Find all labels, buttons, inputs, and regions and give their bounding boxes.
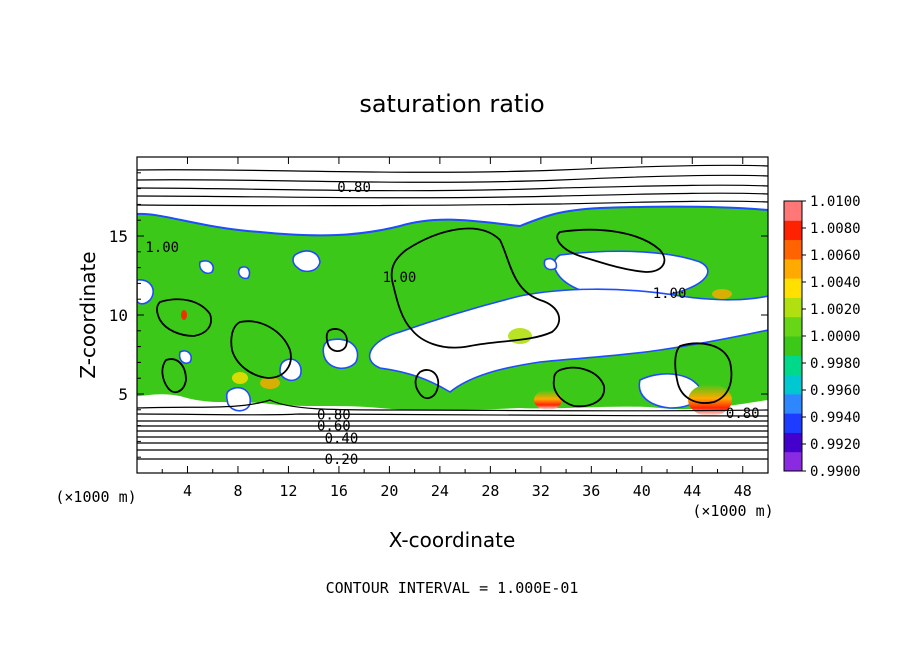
colorbar-swatch: [784, 374, 802, 395]
colorbar-swatch: [784, 393, 802, 414]
contour-interval-note: CONTOUR INTERVAL = 1.000E-01: [326, 579, 579, 597]
colorbar-label: 0.9960: [810, 383, 861, 399]
colorbar-swatch: [784, 432, 802, 453]
x-tick-label: 24: [431, 482, 449, 500]
x-axis-label: X-coordinate: [389, 528, 516, 552]
unity-contours: [156, 227, 733, 408]
z-axis-unit: (×1000 m): [692, 502, 773, 520]
colorbar-swatch: [784, 201, 802, 221]
contour-label: 0.80: [337, 180, 371, 196]
colorbar-label: 1.0040: [810, 275, 861, 291]
colorbar-label: 1.0060: [810, 248, 861, 264]
colorbar-swatch: [784, 258, 802, 279]
colorbar-label: 0.9940: [810, 410, 861, 426]
x-tick-label: 48: [734, 482, 752, 500]
y-axis-label: Z-coordinate: [76, 251, 100, 378]
contour-label: 1.00: [145, 240, 179, 256]
colorbar-swatch: [784, 336, 802, 356]
contour-label: 1.00: [383, 270, 417, 286]
colorbar-label: 0.9920: [810, 437, 861, 453]
x-tick-label: 4: [183, 482, 192, 500]
colorbar: 1.0100 1.0080 1.0060 1.0040 1.0020 1.0000 0.99…: [783, 194, 861, 480]
x-tick-label: 36: [582, 482, 600, 500]
y-axis-ticks: 5 10 15: [109, 172, 768, 458]
x-tick-label: 12: [279, 482, 297, 500]
upper-contours: [137, 164, 768, 207]
y-tick-label: 10: [109, 306, 128, 325]
colorbar-label: 0.9980: [810, 356, 861, 372]
x-tick-label: 16: [330, 482, 348, 500]
contour-label: 0.80: [726, 406, 760, 422]
x-tick-label: 44: [683, 482, 701, 500]
colorbar-swatch: [784, 278, 802, 298]
y-tick-label: 5: [118, 385, 128, 404]
colorbar-swatch: [784, 451, 802, 472]
colorbar-swatch: [784, 316, 802, 337]
plot-area: [137, 157, 768, 473]
contour-label: 0.60: [317, 419, 351, 435]
y-tick-label: 15: [109, 227, 128, 246]
colorbar-swatch: [784, 220, 802, 241]
contour-labels: 0.801.001.001.000.800.600.400.200.80: [145, 180, 760, 468]
lower-contours: [137, 399, 768, 460]
x-tick-label: 32: [532, 482, 550, 500]
x-tick-label: 8: [233, 482, 242, 500]
colorbar-label: 1.0020: [810, 302, 861, 318]
x-axis-unit: (×1000 m): [55, 488, 136, 506]
colorbar-swatch: [784, 413, 802, 433]
x-tick-label: 40: [633, 482, 651, 500]
x-axis-ticks: 4 8 12 16 20 24 28 32 36 40 44 48: [161, 157, 752, 500]
colorbar-swatch: [784, 297, 802, 318]
dry-regions: [137, 250, 768, 412]
contour-label: 0.40: [325, 431, 359, 447]
chart-title: saturation ratio: [359, 90, 544, 118]
colorbar-label: 1.0080: [810, 221, 861, 237]
colorbar-label: 1.0100: [810, 194, 861, 210]
colorbar-swatch: [784, 239, 802, 260]
colorbar-swatch: [784, 355, 802, 376]
x-tick-label: 28: [481, 482, 499, 500]
contour-label: 0.20: [325, 452, 359, 468]
colorbar-label: 0.9900: [810, 464, 861, 480]
colorbar-label: 1.0000: [810, 329, 861, 345]
contour-label: 1.00: [653, 286, 687, 302]
x-tick-label: 20: [380, 482, 398, 500]
contour-label: 0.80: [317, 408, 351, 424]
